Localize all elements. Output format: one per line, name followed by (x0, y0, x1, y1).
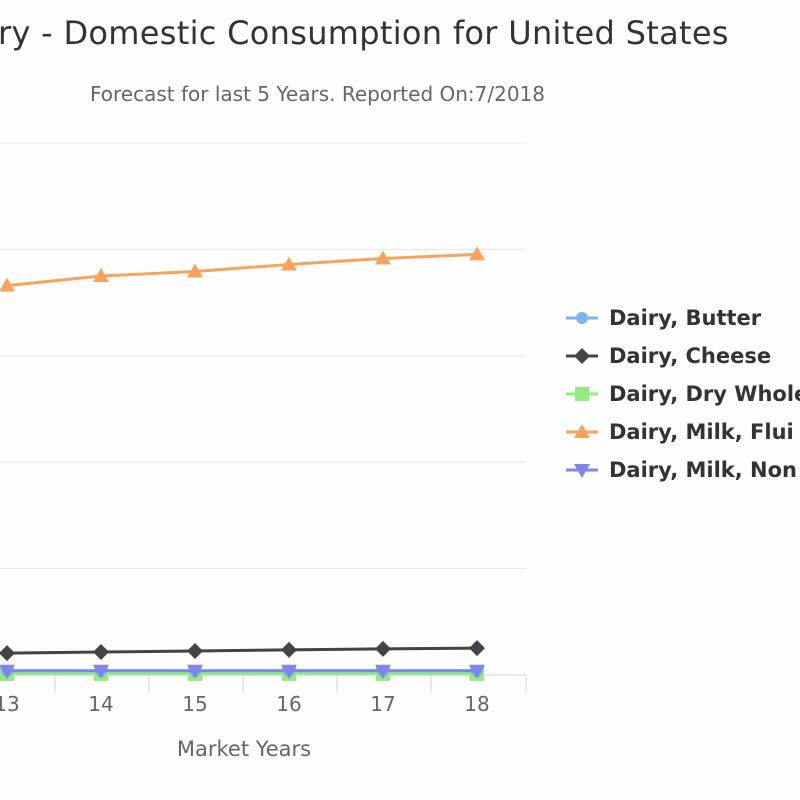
legend-circle-icon (576, 312, 588, 324)
data-point (187, 642, 203, 659)
legend-triangle-icon (574, 424, 590, 438)
legend-item: Dairy, Butter (566, 306, 762, 330)
data-point (281, 641, 297, 658)
legend-item: Dairy, Cheese (566, 344, 771, 368)
legend-triangle-down-icon (574, 464, 590, 478)
legend-item: Dairy, Milk, Non (566, 458, 797, 482)
legend-item: Dairy, Milk, Flui (566, 420, 794, 444)
legend-label: Dairy, Milk, Non (609, 458, 797, 482)
x-tick-label: 15 (182, 692, 207, 716)
data-point (469, 664, 485, 679)
x-tick-label: 17 (370, 692, 395, 716)
data-point (0, 664, 15, 679)
x-tick-label: 13 (0, 692, 20, 716)
x-axis-title: Market Years (177, 737, 311, 761)
series-dairy-milk-non (0, 664, 485, 679)
legend-label: Dairy, Cheese (609, 344, 771, 368)
series-dairy-cheese (0, 640, 485, 662)
series-line (6, 252, 478, 288)
data-point (375, 250, 391, 265)
data-point (281, 256, 297, 271)
legend-item: Dairy, Dry Whole (566, 382, 800, 406)
data-point (187, 664, 203, 679)
data-point (375, 640, 391, 657)
chart-subtitle: Forecast for last 5 Years. Reported On:7… (90, 82, 546, 106)
x-tick-label: 18 (464, 692, 489, 716)
data-point (93, 268, 109, 282)
series-dairy-milk-flui (0, 246, 485, 292)
legend-square-icon (575, 387, 589, 401)
chart-title: ry - Domestic Consumption for United Sta… (0, 14, 729, 52)
legend-label: Dairy, Milk, Flui (609, 420, 794, 444)
data-point (375, 664, 391, 679)
legend-label: Dairy, Dry Whole (609, 382, 800, 406)
x-tick-label: 16 (276, 692, 301, 716)
data-point (187, 263, 203, 278)
data-point (281, 664, 297, 679)
data-point (93, 664, 109, 679)
legend-diamond-icon (574, 348, 590, 364)
data-point (0, 277, 15, 292)
legend-label: Dairy, Butter (609, 306, 762, 330)
data-point (469, 640, 485, 657)
data-point (0, 645, 15, 662)
series-dairy-dry-whole (0, 666, 484, 681)
x-tick-label: 14 (88, 692, 113, 716)
series-line (6, 646, 478, 655)
data-point (93, 644, 109, 661)
data-point (469, 246, 485, 261)
